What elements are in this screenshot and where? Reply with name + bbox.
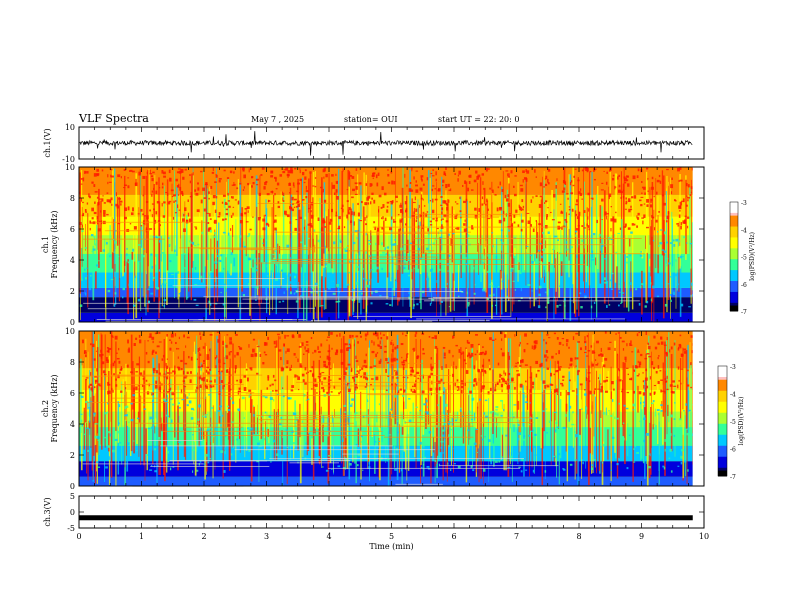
colorbar-tick-ch2spec-3: -6 [730, 447, 736, 454]
ytick-ch2spec-3: 6 [70, 389, 75, 398]
ytick-ch1spec-3: 6 [70, 225, 75, 234]
ytick-ch1spec-1: 2 [70, 287, 75, 296]
colorbar-tick-ch2spec-1: -4 [730, 392, 736, 399]
xtick-9: 9 [639, 532, 644, 541]
colorbar-tick-ch2spec-4: -7 [730, 474, 736, 481]
ylabel-ch2spec: Frequency (kHz) [50, 374, 59, 442]
spectrogram-ch1spec [79, 167, 704, 322]
ytick-ch1v-1: -10 [62, 155, 75, 164]
colorbar-tick-ch1spec-0: -3 [741, 200, 747, 207]
ytick-ch1spec-2: 4 [70, 256, 75, 265]
ytick-ch2spec-0: 0 [70, 482, 75, 491]
colorbar-tick-ch1spec-2: -5 [741, 255, 747, 262]
colorbar-tick-ch1spec-3: -6 [741, 282, 747, 289]
figure-title: VLF Spectra [79, 112, 149, 125]
xtick-0: 0 [76, 532, 81, 541]
ytick-ch2spec-5: 10 [65, 327, 75, 336]
ytick-ch3v-2: -5 [67, 524, 75, 533]
ylabel-ch3v: ch.3(V) [43, 497, 52, 526]
ytick-ch1spec-5: 10 [65, 163, 75, 172]
ytick-ch1v-0: 10 [65, 123, 75, 132]
xtick-6: 6 [451, 532, 456, 541]
xtick-3: 3 [264, 532, 269, 541]
xtick-5: 5 [389, 532, 394, 541]
ytick-ch1spec-4: 8 [70, 194, 75, 203]
colorbar-label-ch1spec: log(PSD)(V²/Hz) [749, 232, 756, 281]
ytick-ch2spec-1: 2 [70, 451, 75, 460]
trace-band-ch3v [79, 515, 693, 521]
ylabel-ch1spec: Frequency (kHz) [50, 210, 59, 278]
ylabel-ch1v: ch.1(V) [43, 128, 52, 157]
xtick-2: 2 [201, 532, 206, 541]
colorbar-tick-ch1spec-1: -4 [741, 227, 747, 234]
ytick-ch3v-0: 5 [70, 492, 75, 501]
colorbar-tick-ch2spec-2: -5 [730, 419, 736, 426]
ylabel-channel-ch2spec: ch.2 [41, 400, 50, 417]
xtick-7: 7 [514, 532, 519, 541]
colorbar-ch1spec [729, 201, 739, 312]
colorbar-ch2spec [717, 365, 728, 477]
station-label: station= OUI [344, 115, 398, 124]
xtick-1: 1 [139, 532, 144, 541]
ylabel-channel-ch1spec: ch.1 [41, 236, 50, 253]
xtick-4: 4 [326, 532, 331, 541]
ytick-ch3v-1: 0 [70, 508, 75, 517]
ytick-ch2spec-2: 4 [70, 420, 75, 429]
ytick-ch2spec-4: 8 [70, 358, 75, 367]
colorbar-tick-ch2spec-0: -3 [730, 364, 736, 371]
xtick-10: 10 [699, 532, 709, 541]
spectrogram-ch2spec [79, 331, 704, 487]
date-label: May 7 , 2025 [251, 115, 305, 124]
ytick-ch1spec-0: 0 [70, 318, 75, 327]
xtick-8: 8 [576, 532, 581, 541]
start-time-label: start UT = 22: 20: 0 [438, 115, 520, 124]
colorbar-tick-ch1spec-4: -7 [741, 309, 747, 316]
trace-ch1v [78, 131, 693, 156]
xaxis-label: Time (min) [369, 542, 413, 551]
colorbar-label-ch2spec: log(PSD)(V²/Hz) [738, 397, 745, 446]
